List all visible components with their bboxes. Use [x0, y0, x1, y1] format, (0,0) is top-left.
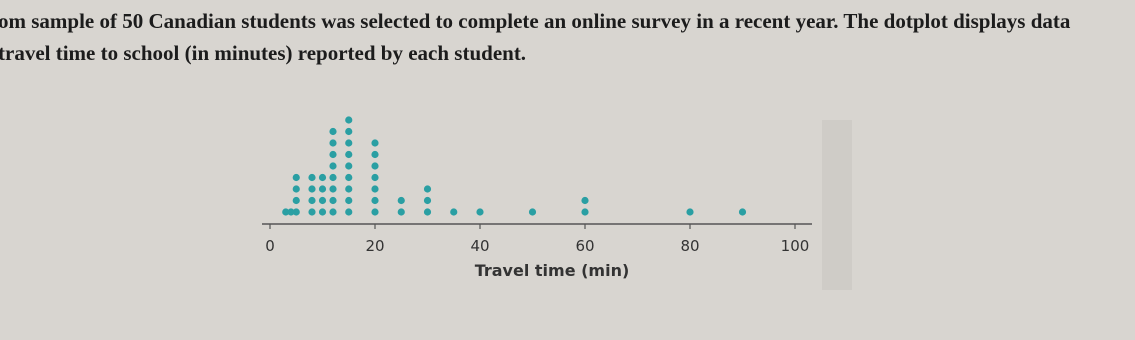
- dot: [329, 127, 337, 136]
- dot: [371, 150, 379, 159]
- dot: [292, 173, 300, 182]
- x-tick-label: 20: [365, 237, 384, 255]
- dot: [308, 208, 316, 216]
- x-tick-label: 80: [680, 237, 699, 255]
- dot: [292, 196, 300, 205]
- dot: [345, 139, 353, 147]
- dot: [423, 185, 432, 193]
- dot: [345, 173, 353, 182]
- dot: [329, 185, 337, 193]
- dot: [528, 208, 537, 216]
- x-tick-label: 0: [265, 237, 275, 255]
- dot: [371, 139, 379, 147]
- dot: [686, 208, 694, 216]
- dot: [371, 208, 379, 216]
- dot: [308, 173, 316, 182]
- dot: [345, 116, 353, 124]
- x-tick-label: 100: [781, 237, 810, 255]
- dot: [329, 196, 337, 205]
- dot: [345, 196, 353, 205]
- dot: [329, 150, 337, 159]
- dot: [318, 208, 327, 216]
- dot: [423, 196, 432, 205]
- dot: [423, 208, 432, 216]
- dot: [371, 173, 379, 182]
- dot: [397, 196, 405, 205]
- dot: [345, 162, 353, 170]
- dot: [282, 208, 290, 216]
- intro-line: om sample of 50 Canadian students was se…: [0, 9, 1071, 33]
- dot: [450, 208, 458, 216]
- dot: [738, 208, 747, 216]
- dot: [371, 162, 379, 170]
- dot: [345, 127, 353, 136]
- x-axis-label: Travel time (min): [475, 261, 630, 280]
- dot: [329, 173, 337, 182]
- dot: [292, 208, 300, 216]
- dot: [329, 139, 337, 147]
- source-strip: [822, 120, 852, 290]
- intro-line: travel time to school (in minutes) repor…: [0, 41, 526, 65]
- dot: [371, 185, 379, 193]
- dot: [292, 185, 300, 193]
- dot: [308, 185, 316, 193]
- x-tick-label: 40: [470, 237, 489, 255]
- dot: [345, 150, 353, 159]
- dot: [581, 208, 589, 216]
- source-note: [822, 120, 852, 290]
- dot: [581, 196, 589, 205]
- dot: [345, 208, 353, 216]
- dot: [287, 208, 295, 216]
- x-tick-label: 60: [575, 237, 594, 255]
- dot: [308, 196, 316, 205]
- dot: [397, 208, 405, 216]
- dot: [371, 196, 379, 205]
- dot: [329, 162, 337, 170]
- dot: [318, 185, 327, 193]
- dot: [318, 196, 327, 205]
- dot: [318, 173, 327, 182]
- dot: [476, 208, 484, 216]
- dot: [329, 208, 337, 216]
- dot: [345, 185, 353, 193]
